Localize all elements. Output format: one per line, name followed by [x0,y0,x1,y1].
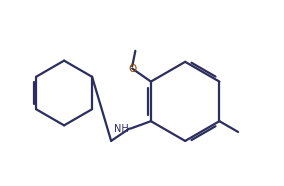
Text: O: O [128,64,136,73]
Text: NH: NH [114,124,129,134]
